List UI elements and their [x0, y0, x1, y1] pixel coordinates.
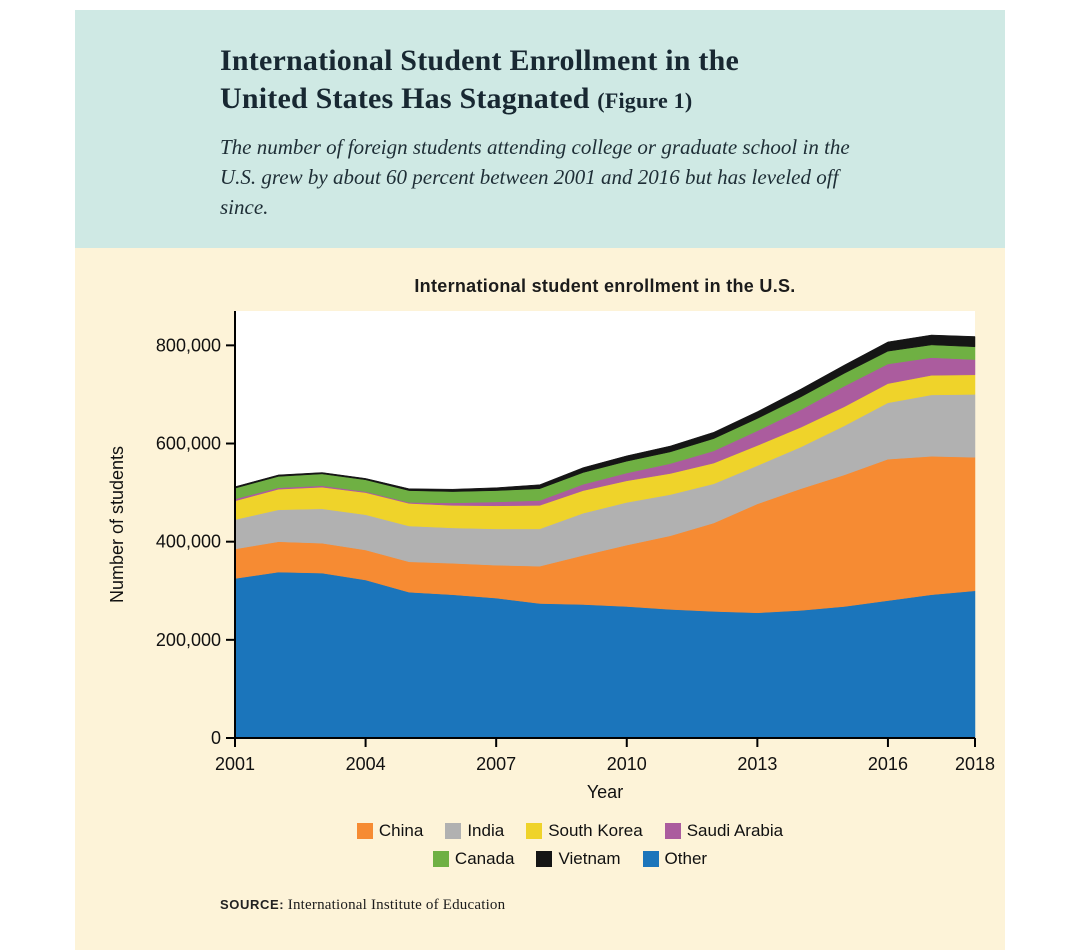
legend-row: Canada Vietnam Other	[432, 849, 708, 869]
legend-swatch	[445, 823, 462, 840]
area-vietnam	[234, 334, 976, 493]
x-tick-label: 2013	[737, 754, 777, 774]
legend-row: China India South Korea Saudi Arabia	[356, 821, 784, 841]
chart-section: International student enrollment in the …	[75, 248, 1005, 950]
legend-item-other: Other	[642, 849, 708, 869]
figure-header: International Student Enrollment in the …	[75, 10, 1005, 249]
x-tick-label: 2001	[215, 754, 255, 774]
x-tick-label: 2004	[346, 754, 386, 774]
chart-title: International student enrollment in the …	[414, 276, 796, 297]
legend-swatch	[526, 823, 543, 840]
legend-label: Saudi Arabia	[686, 821, 784, 841]
y-tick-label: 600,000	[156, 434, 221, 454]
legend-swatch	[432, 851, 449, 868]
y-tick-label: 200,000	[156, 630, 221, 650]
figure-title: International Student Enrollment in the …	[220, 42, 945, 118]
figure-number: (Figure 1)	[597, 88, 693, 114]
legend-label: Other	[664, 849, 708, 869]
chart-area: 0 200,000 400,000 600,000 800,000 2001 2004 200…	[85, 303, 995, 813]
legend-swatch	[356, 823, 373, 840]
x-tick-label: 2018	[955, 754, 995, 774]
figure-subtitle: The number of foreign students attending…	[220, 135, 850, 220]
legend-item-saudi-arabia: Saudi Arabia	[664, 821, 784, 841]
legend-label: India	[467, 821, 505, 841]
x-tick-label: 2010	[607, 754, 647, 774]
chart-legend: China India South Korea Saudi Arabia Canada V…	[85, 821, 995, 869]
source-label: SOURCE:	[220, 897, 285, 913]
legend-item-china: China	[356, 821, 424, 841]
legend-label: China	[378, 821, 424, 841]
y-tick-label: 400,000	[156, 532, 221, 552]
figure-title-line2: United States Has Stagnated	[220, 82, 590, 116]
legend-label: Canada	[454, 849, 515, 869]
legend-label: Vietnam	[558, 849, 621, 869]
source-line: SOURCE: International Institute of Educa…	[220, 897, 1005, 914]
legend-swatch	[536, 851, 553, 868]
x-tick-label: 2016	[868, 754, 908, 774]
legend-swatch	[664, 823, 681, 840]
x-axis-label: Year	[587, 782, 623, 802]
legend-item-india: India	[445, 821, 504, 841]
legend-item-south-korea: South Korea	[526, 821, 643, 841]
y-tick-label: 800,000	[156, 336, 221, 356]
legend-item-canada: Canada	[432, 849, 515, 869]
y-axis-label: Number of students	[107, 446, 127, 603]
legend-item-vietnam: Vietnam	[536, 849, 621, 869]
source-text: International Institute of Education	[287, 897, 506, 914]
legend-swatch	[642, 851, 659, 868]
legend-label: South Korea	[548, 821, 643, 841]
stacked-area-chart: 0 200,000 400,000 600,000 800,000 2001 2004 200…	[107, 311, 995, 802]
y-tick-label: 0	[211, 728, 221, 748]
x-tick-label: 2007	[476, 754, 516, 774]
figure-card: International Student Enrollment in the …	[75, 0, 1005, 950]
figure-title-line1: International Student Enrollment in the	[220, 44, 739, 77]
